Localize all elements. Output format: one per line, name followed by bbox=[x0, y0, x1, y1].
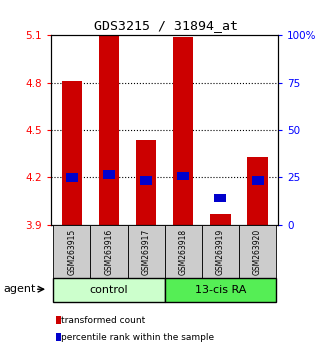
Bar bbox=[127, 225, 165, 278]
Bar bbox=[210, 214, 231, 225]
Bar bbox=[173, 37, 194, 225]
Bar bbox=[99, 35, 119, 225]
Text: 13-cis RA: 13-cis RA bbox=[195, 285, 246, 295]
Bar bbox=[56, 333, 61, 341]
Bar bbox=[62, 81, 82, 225]
Text: transformed count: transformed count bbox=[61, 316, 146, 325]
Bar bbox=[140, 176, 152, 185]
Bar bbox=[165, 225, 202, 278]
Bar bbox=[103, 170, 115, 179]
Bar bbox=[136, 139, 156, 225]
Text: GSM263916: GSM263916 bbox=[104, 229, 114, 275]
Bar bbox=[53, 225, 90, 278]
Text: GDS3215 / 31894_at: GDS3215 / 31894_at bbox=[93, 19, 238, 33]
Bar bbox=[90, 225, 127, 278]
Bar bbox=[202, 225, 239, 278]
Text: percentile rank within the sample: percentile rank within the sample bbox=[61, 332, 214, 342]
Bar bbox=[252, 176, 263, 185]
Text: GSM263915: GSM263915 bbox=[67, 229, 76, 275]
Text: GSM263919: GSM263919 bbox=[216, 229, 225, 275]
Text: GSM263920: GSM263920 bbox=[253, 229, 262, 275]
Text: GSM263918: GSM263918 bbox=[179, 229, 188, 275]
Text: GSM263917: GSM263917 bbox=[142, 229, 151, 275]
Bar bbox=[165, 278, 276, 302]
Bar bbox=[177, 172, 189, 180]
Bar bbox=[66, 173, 78, 182]
Bar bbox=[239, 225, 276, 278]
Text: control: control bbox=[90, 285, 128, 295]
Bar bbox=[247, 157, 268, 225]
Text: agent: agent bbox=[3, 284, 36, 294]
Bar bbox=[214, 194, 226, 202]
Bar bbox=[53, 278, 165, 302]
Bar bbox=[56, 316, 61, 324]
